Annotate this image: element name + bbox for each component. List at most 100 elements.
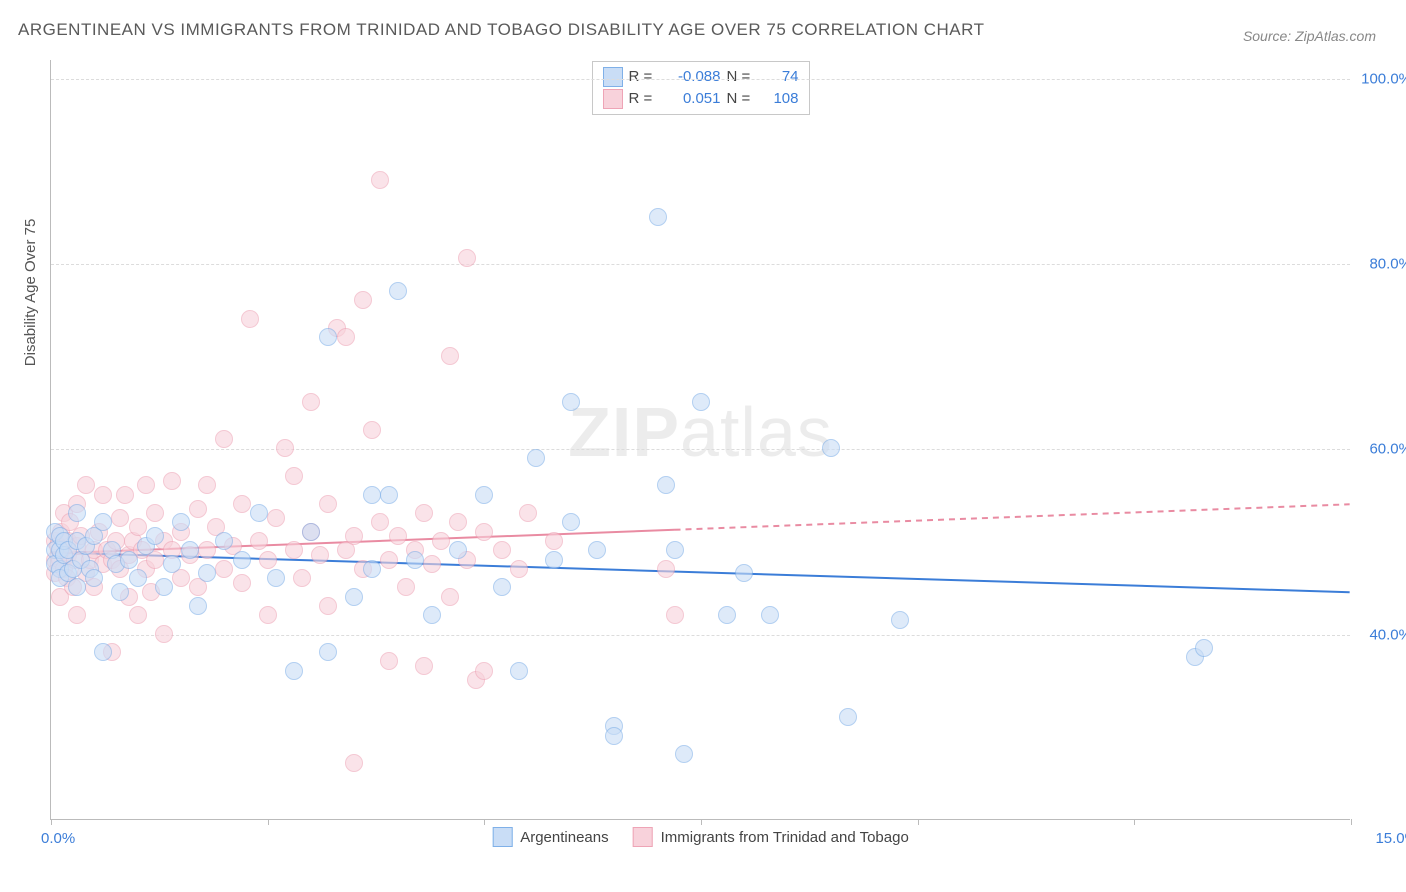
data-point	[68, 578, 86, 596]
data-point	[285, 541, 303, 559]
data-point	[692, 393, 710, 411]
data-point	[68, 504, 86, 522]
svg-layer	[51, 60, 1350, 819]
data-point	[891, 611, 909, 629]
data-point	[839, 708, 857, 726]
data-point	[241, 310, 259, 328]
data-point	[423, 606, 441, 624]
data-point	[363, 486, 381, 504]
xaxis-max-label: 15.0%	[1375, 830, 1406, 847]
data-point	[163, 555, 181, 573]
data-point	[172, 513, 190, 531]
data-point	[215, 560, 233, 578]
xtick	[268, 819, 269, 825]
xtick	[701, 819, 702, 825]
data-point	[475, 662, 493, 680]
data-point	[319, 328, 337, 346]
legend-bottom: Argentineans Immigrants from Trinidad an…	[492, 827, 909, 847]
data-point	[68, 606, 86, 624]
legend-bottom-label-1: Argentineans	[520, 829, 608, 846]
data-point	[198, 476, 216, 494]
data-point	[181, 541, 199, 559]
data-point	[562, 393, 580, 411]
data-point	[545, 551, 563, 569]
xaxis-min-label: 0.0%	[41, 830, 75, 847]
data-point	[666, 541, 684, 559]
gridline	[51, 449, 1350, 450]
chart-title: ARGENTINEAN VS IMMIGRANTS FROM TRINIDAD …	[18, 20, 985, 40]
data-point	[475, 523, 493, 541]
data-point	[319, 597, 337, 615]
data-point	[129, 569, 147, 587]
legend-top-row-1: R = -0.088 N = 74	[603, 66, 799, 88]
gridline	[51, 79, 1350, 80]
data-point	[215, 430, 233, 448]
data-point	[111, 509, 129, 527]
data-point	[94, 513, 112, 531]
data-point	[657, 560, 675, 578]
data-point	[449, 513, 467, 531]
data-point	[562, 513, 580, 531]
data-point	[423, 555, 441, 573]
data-point	[120, 551, 138, 569]
legend-bottom-swatch-pink	[633, 827, 653, 847]
data-point	[302, 523, 320, 541]
legend-swatch-blue	[603, 67, 623, 87]
data-point	[605, 727, 623, 745]
ytick-label: 40.0%	[1357, 626, 1406, 643]
xtick	[1134, 819, 1135, 825]
data-point	[198, 541, 216, 559]
yaxis-label: Disability Age Over 75	[22, 219, 39, 367]
data-point	[146, 504, 164, 522]
data-point	[389, 527, 407, 545]
legend-n-label: N =	[727, 66, 757, 88]
legend-top: R = -0.088 N = 74 R = 0.051 N = 108	[592, 61, 810, 115]
data-point	[449, 541, 467, 559]
data-point	[761, 606, 779, 624]
legend-r-value-1: -0.088	[665, 66, 721, 88]
xtick	[484, 819, 485, 825]
data-point	[380, 551, 398, 569]
data-point	[85, 569, 103, 587]
data-point	[389, 282, 407, 300]
gridline	[51, 635, 1350, 636]
data-point	[458, 249, 476, 267]
data-point	[493, 541, 511, 559]
data-point	[250, 504, 268, 522]
xtick	[51, 819, 52, 825]
legend-r-label: R =	[629, 88, 659, 110]
xtick	[1351, 819, 1352, 825]
legend-n-label: N =	[727, 88, 757, 110]
data-point	[415, 504, 433, 522]
legend-n-value-1: 74	[763, 66, 799, 88]
data-point	[155, 625, 173, 643]
data-point	[475, 486, 493, 504]
data-point	[155, 578, 173, 596]
data-point	[380, 486, 398, 504]
data-point	[189, 500, 207, 518]
data-point	[363, 560, 381, 578]
source-prefix: Source:	[1243, 28, 1295, 44]
legend-bottom-label-2: Immigrants from Trinidad and Tobago	[661, 829, 909, 846]
ytick-label: 60.0%	[1357, 441, 1406, 458]
chart-container: ARGENTINEAN VS IMMIGRANTS FROM TRINIDAD …	[0, 0, 1406, 892]
legend-bottom-item-2: Immigrants from Trinidad and Tobago	[633, 827, 909, 847]
data-point	[198, 564, 216, 582]
data-point	[406, 551, 424, 569]
data-point	[94, 643, 112, 661]
data-point	[233, 551, 251, 569]
legend-r-value-2: 0.051	[665, 88, 721, 110]
legend-r-label: R =	[629, 66, 659, 88]
data-point	[354, 291, 372, 309]
data-point	[77, 476, 95, 494]
data-point	[441, 347, 459, 365]
xtick	[918, 819, 919, 825]
data-point	[718, 606, 736, 624]
data-point	[432, 532, 450, 550]
data-point	[588, 541, 606, 559]
data-point	[276, 439, 294, 457]
source-attribution: Source: ZipAtlas.com	[1243, 28, 1376, 44]
data-point	[302, 393, 320, 411]
data-point	[285, 467, 303, 485]
data-point	[285, 662, 303, 680]
